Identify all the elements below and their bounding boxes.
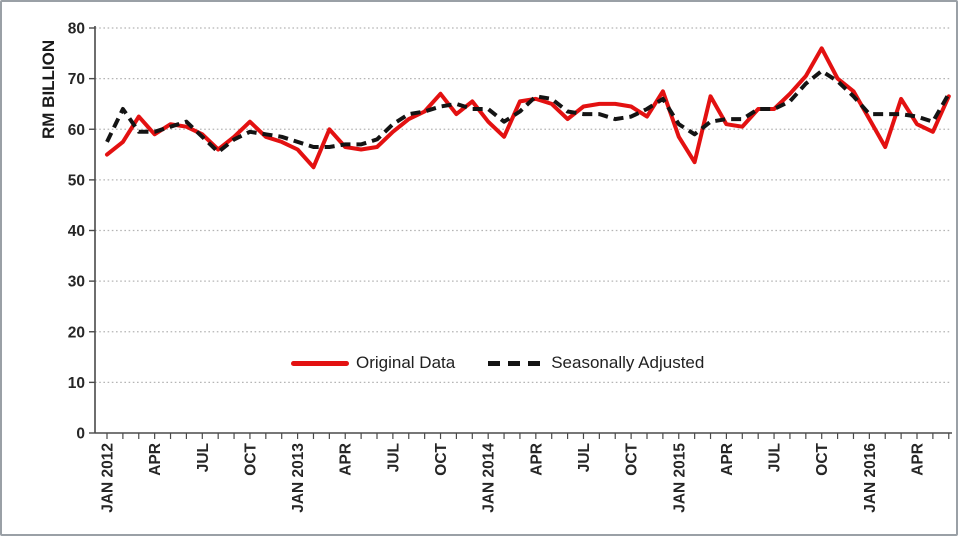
seasonally-adjusted-line-swatch (488, 360, 542, 366)
x-tick-label: JUL (385, 443, 402, 472)
x-tick-label: APR (338, 443, 355, 476)
x-tick-label: APR (910, 443, 927, 476)
y-tick-label: 10 (68, 375, 85, 392)
y-tick-label: 30 (68, 274, 85, 291)
y-tick-label: 60 (68, 122, 85, 139)
x-tick-labels: JAN 2012 APR JUL OCT JAN 2013 APR JUL OCT JAN 20… (100, 442, 927, 512)
x-tick-label: APR (147, 443, 164, 476)
y-tick-label: 80 (68, 21, 85, 38)
tick-marks (89, 27, 950, 439)
y-tick-label: 0 (76, 426, 85, 443)
x-tick-label: JUL (195, 443, 212, 472)
original-data-line (105, 46, 951, 170)
seasonally-adjusted-line (105, 69, 951, 154)
y-tick-label: 40 (68, 223, 85, 240)
axes (94, 26, 952, 434)
y-tick-labels: 0 10 20 30 40 50 60 70 80 (68, 21, 85, 443)
y-tick-label: 20 (68, 324, 85, 341)
x-tick-label: JAN 2015 (671, 443, 688, 513)
x-tick-label: OCT (624, 442, 641, 475)
x-tick-label: APR (719, 443, 736, 476)
legend-label-original: Original Data (356, 353, 456, 372)
x-tick-label: OCT (814, 442, 831, 475)
legend: Original Data Seasonally Adjusted (291, 352, 704, 374)
x-tick-label: JUL (576, 443, 593, 472)
x-tick-label: APR (528, 443, 545, 476)
y-tick-label: 70 (68, 71, 85, 88)
original-data-line-swatch (291, 360, 349, 366)
x-tick-label: JAN 2014 (481, 443, 498, 513)
y-tick-label: 50 (68, 172, 85, 189)
series-lines (105, 46, 951, 170)
gridlines (95, 27, 950, 384)
legend-label-adjusted: Seasonally Adjusted (551, 353, 705, 372)
x-tick-label: OCT (433, 442, 450, 475)
x-tick-label: JUL (767, 443, 784, 472)
x-tick-label: JAN 2013 (290, 443, 307, 513)
x-tick-label: JAN 2012 (100, 443, 117, 513)
x-tick-label: OCT (242, 442, 259, 475)
x-tick-label: JAN 2016 (862, 443, 879, 513)
y-axis-title: RM BILLION (39, 40, 58, 139)
